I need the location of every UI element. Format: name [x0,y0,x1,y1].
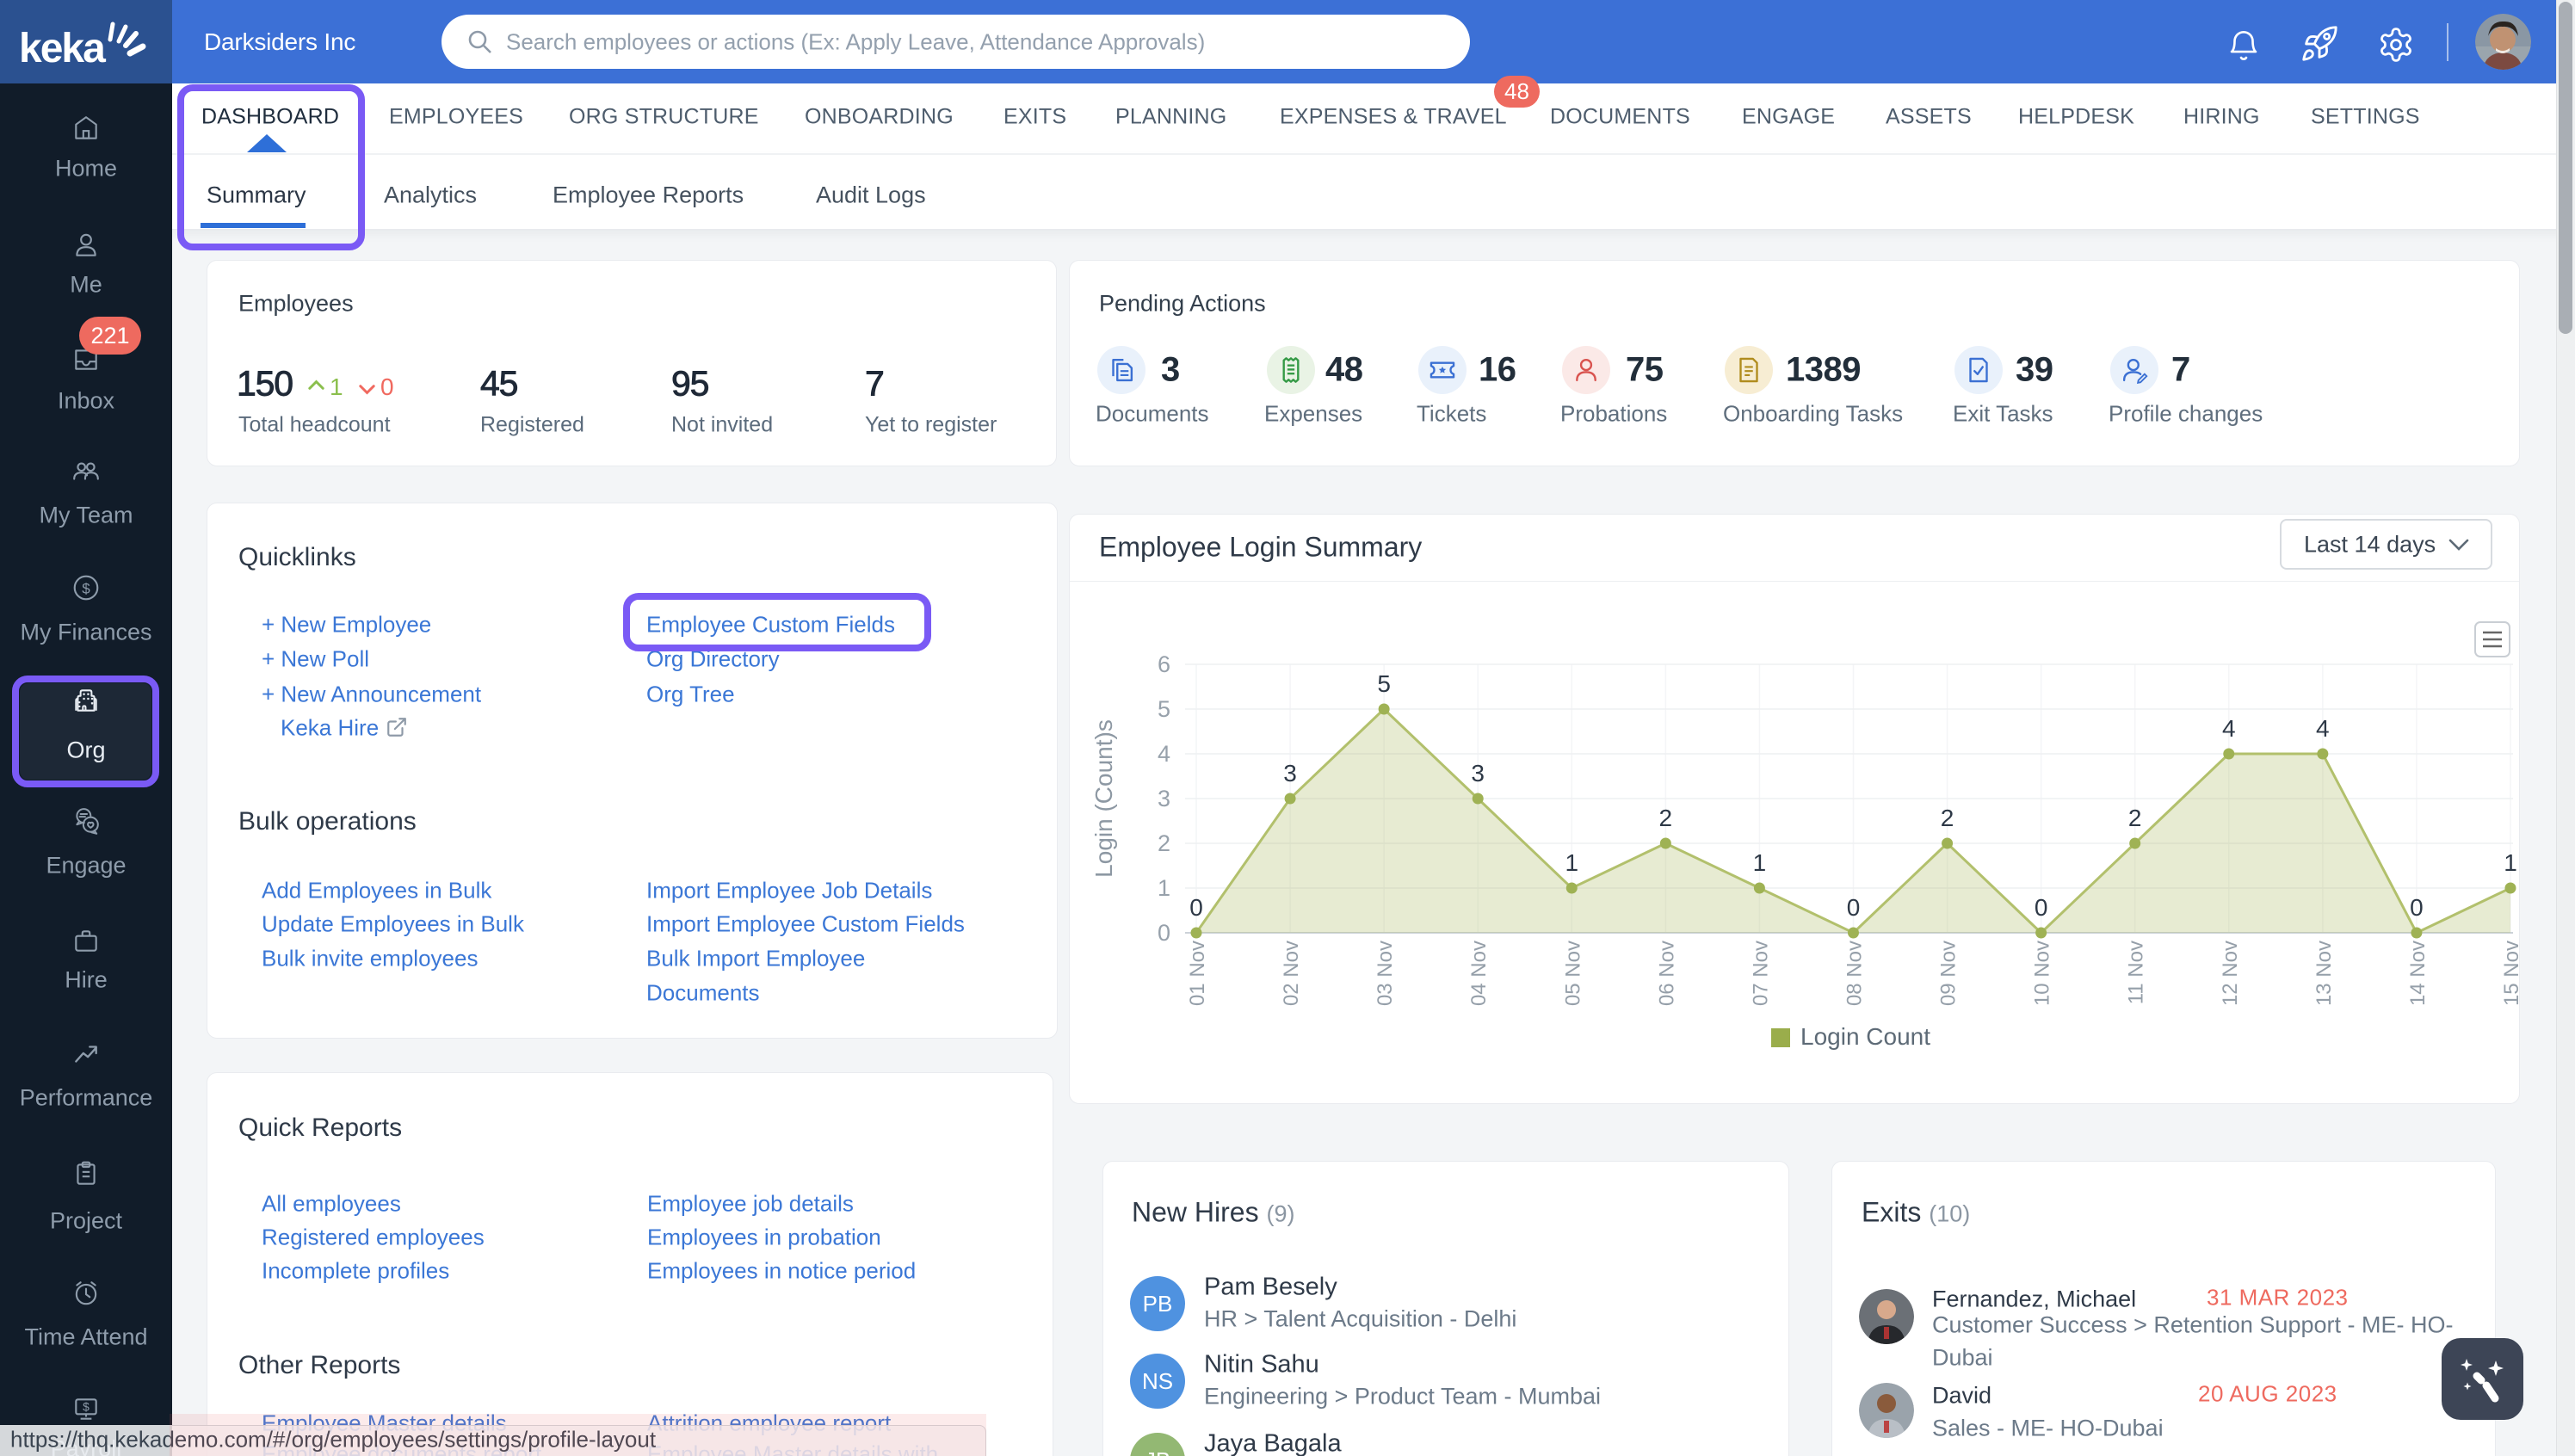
svg-text:14 Nov: 14 Nov [2406,941,2430,1006]
svg-text:1: 1 [1158,875,1170,901]
svg-text:1: 1 [1565,849,1578,876]
svg-text:$: $ [82,580,90,596]
svg-text:5: 5 [1377,670,1391,697]
svg-text:12 Nov: 12 Nov [2219,941,2242,1006]
svg-text:Login (Count)s: Login (Count)s [1090,719,1117,878]
svg-text:$: $ [83,1400,90,1414]
svg-text:4: 4 [1158,741,1170,767]
svg-text:1: 1 [2504,849,2517,876]
svg-text:Login Count: Login Count [1800,1023,1930,1050]
svg-text:03 Nov: 03 Nov [1374,941,1397,1006]
svg-text:2: 2 [1941,805,1954,831]
svg-text:06 Nov: 06 Nov [1655,941,1678,1006]
svg-text:1: 1 [1753,849,1767,876]
svg-text:3: 3 [1283,760,1297,787]
svg-text:08 Nov: 08 Nov [1843,941,1866,1006]
svg-text:0: 0 [1158,920,1170,946]
svg-text:4: 4 [2316,715,2330,742]
svg-text:13 Nov: 13 Nov [2313,941,2336,1006]
svg-text:11 Nov: 11 Nov [2125,941,2148,1004]
svg-text:2: 2 [1158,830,1170,856]
svg-text:3: 3 [1471,760,1485,787]
svg-text:2: 2 [2128,805,2142,831]
svg-text:01 Nov: 01 Nov [1186,941,1209,1006]
svg-text:6: 6 [1158,651,1170,677]
svg-text:15 Nov: 15 Nov [2500,941,2520,1006]
svg-text:05 Nov: 05 Nov [1561,941,1584,1006]
svg-text:02 Nov: 02 Nov [1280,941,1303,1006]
svg-text:0: 0 [2035,894,2048,921]
svg-text:04 Nov: 04 Nov [1467,941,1491,1006]
svg-text:09 Nov: 09 Nov [1937,941,1961,1006]
svg-text:4: 4 [2222,715,2236,742]
svg-text:07 Nov: 07 Nov [1749,941,1772,1006]
svg-text:10 Nov: 10 Nov [2031,941,2054,1006]
svg-text:2: 2 [1659,805,1673,831]
svg-text:keka: keka [19,26,106,71]
svg-text:0: 0 [2410,894,2424,921]
svg-text:0: 0 [1189,894,1203,921]
svg-text:3: 3 [1158,786,1170,811]
svg-text:0: 0 [1847,894,1861,921]
svg-text:5: 5 [1158,696,1170,722]
